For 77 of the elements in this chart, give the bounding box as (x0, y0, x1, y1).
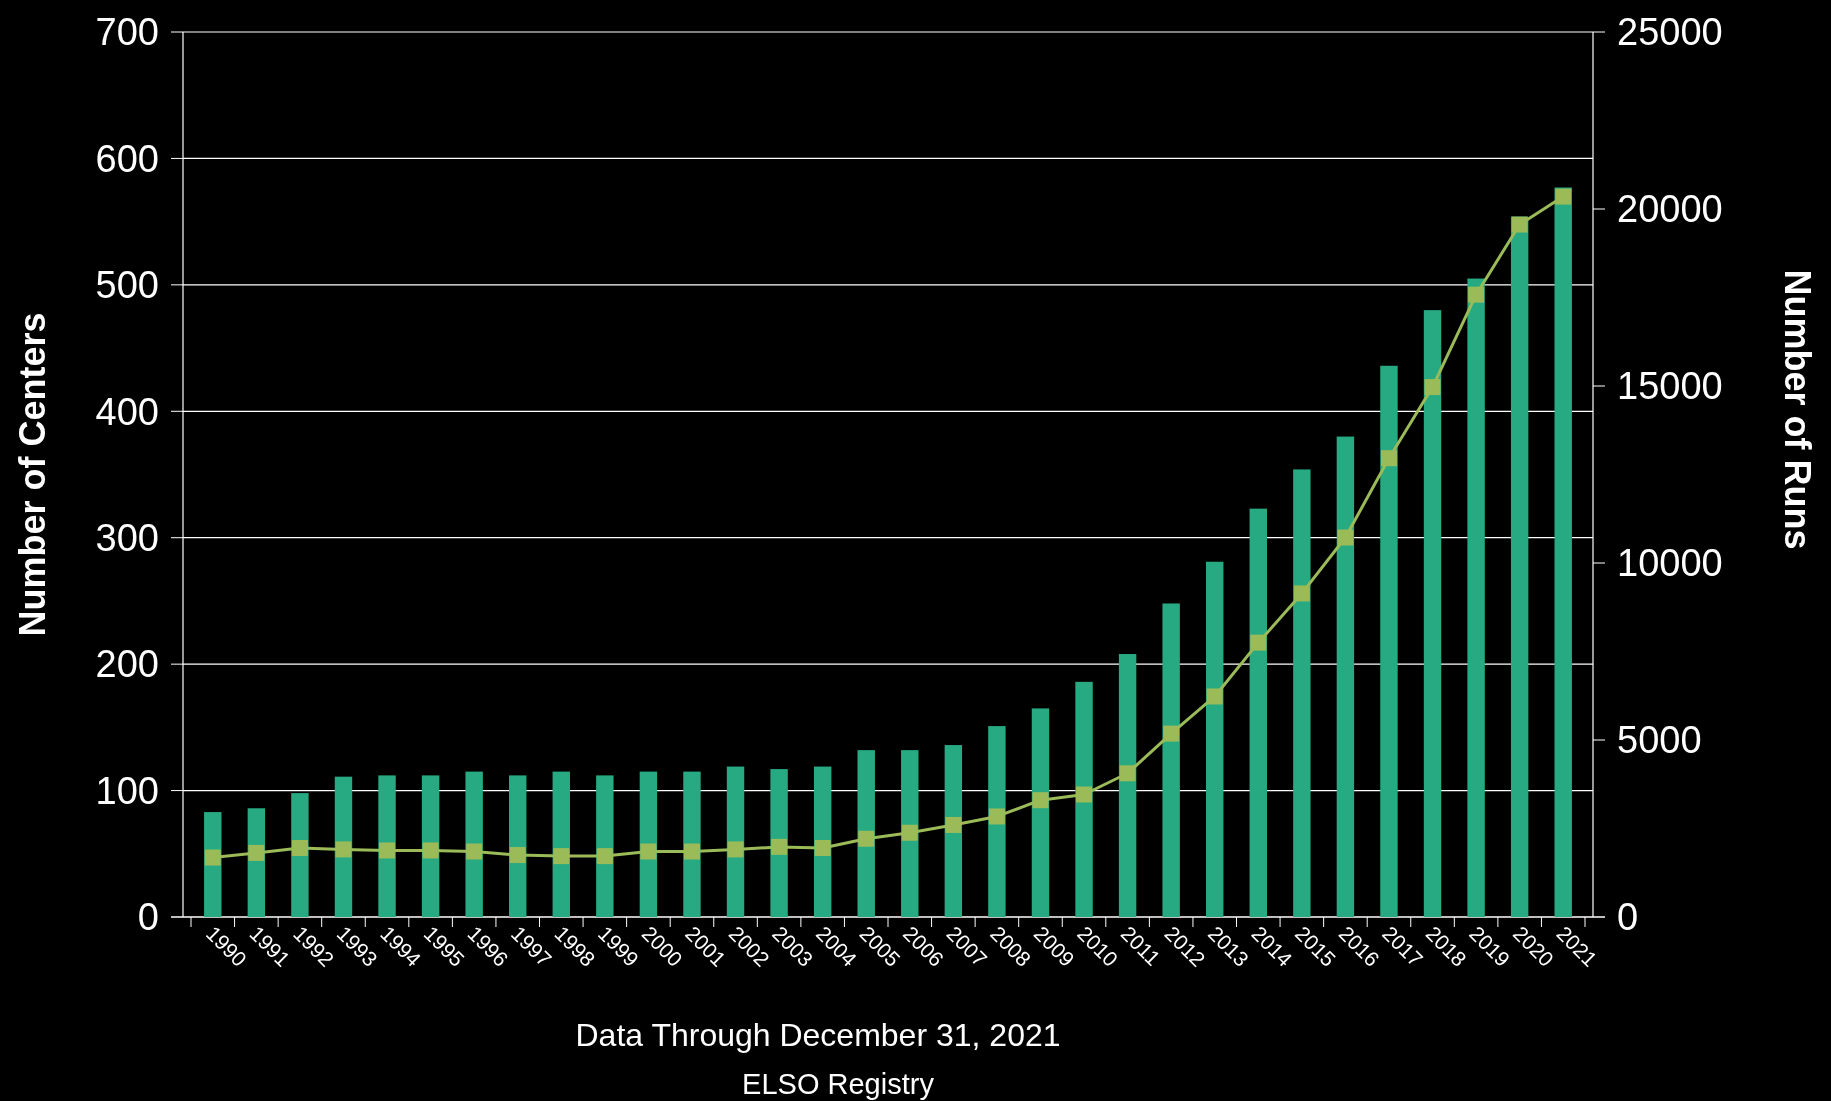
point (1032, 792, 1049, 809)
bar (857, 750, 875, 917)
bar (1206, 561, 1224, 917)
point (1424, 379, 1441, 396)
y2-tick-label: 5000 (1617, 719, 1702, 762)
y2-tick-label: 20000 (1617, 188, 1723, 231)
bar (726, 766, 745, 917)
point (596, 848, 613, 865)
y2-tick-label: 10000 (1617, 542, 1723, 585)
bar (552, 771, 570, 917)
point (1250, 634, 1267, 651)
bar (1118, 654, 1137, 917)
bar (421, 775, 440, 917)
point (422, 842, 439, 859)
bar (901, 750, 919, 917)
point (379, 842, 396, 859)
point (1511, 216, 1528, 233)
point (509, 847, 526, 864)
point (1163, 725, 1180, 742)
y-tick-label: 700 (95, 11, 159, 54)
point (1468, 286, 1485, 303)
bar (378, 775, 396, 917)
point (1337, 529, 1354, 546)
y-tick-label: 500 (95, 264, 159, 307)
bar (988, 726, 1006, 917)
bar (1554, 187, 1572, 917)
y-tick-label: 400 (95, 390, 159, 433)
point (945, 816, 962, 833)
y-tick-label: 0 (137, 896, 159, 939)
bar (1162, 603, 1180, 917)
point (901, 824, 918, 841)
point (814, 839, 831, 856)
point (291, 839, 308, 856)
point (988, 808, 1005, 825)
y-tick-label: 100 (95, 769, 159, 812)
point (1119, 765, 1136, 782)
point (1380, 450, 1397, 467)
point (248, 844, 265, 861)
y-axis-title: Number of Centers (12, 312, 53, 637)
point (1076, 786, 1093, 803)
bar (683, 771, 701, 917)
point (466, 843, 483, 860)
y2-axis-title: Number of Runs (1777, 269, 1818, 550)
bar (813, 766, 832, 917)
point (1293, 585, 1310, 602)
point (1555, 188, 1572, 205)
y-tick-label: 300 (95, 517, 159, 560)
y2-tick-label: 25000 (1617, 11, 1723, 54)
bar (1423, 310, 1442, 917)
point (727, 841, 744, 858)
text: Data Through December 31, 2021 (575, 1017, 1061, 1053)
text: ELSO Registry (742, 1068, 935, 1100)
y-tick-label: 600 (95, 137, 159, 180)
bar (944, 745, 963, 917)
bar (1249, 508, 1267, 917)
point (335, 841, 352, 858)
point (858, 830, 875, 847)
bar (1510, 216, 1529, 917)
bar (1380, 365, 1398, 917)
point (771, 838, 788, 855)
point (683, 843, 700, 860)
y2-tick-label: 15000 (1617, 365, 1723, 408)
bar (465, 771, 483, 917)
y-tick-label: 200 (95, 643, 159, 686)
bar (1293, 469, 1311, 917)
bar (1075, 681, 1093, 917)
bar (1467, 278, 1485, 917)
point (640, 843, 657, 860)
point (553, 848, 570, 865)
y2-tick-label: 0 (1617, 896, 1639, 939)
bar (770, 769, 788, 917)
point (1206, 688, 1223, 705)
bar (596, 775, 614, 917)
bar (639, 771, 658, 917)
bar (1031, 708, 1050, 917)
bar (1336, 436, 1355, 917)
point (204, 849, 221, 866)
